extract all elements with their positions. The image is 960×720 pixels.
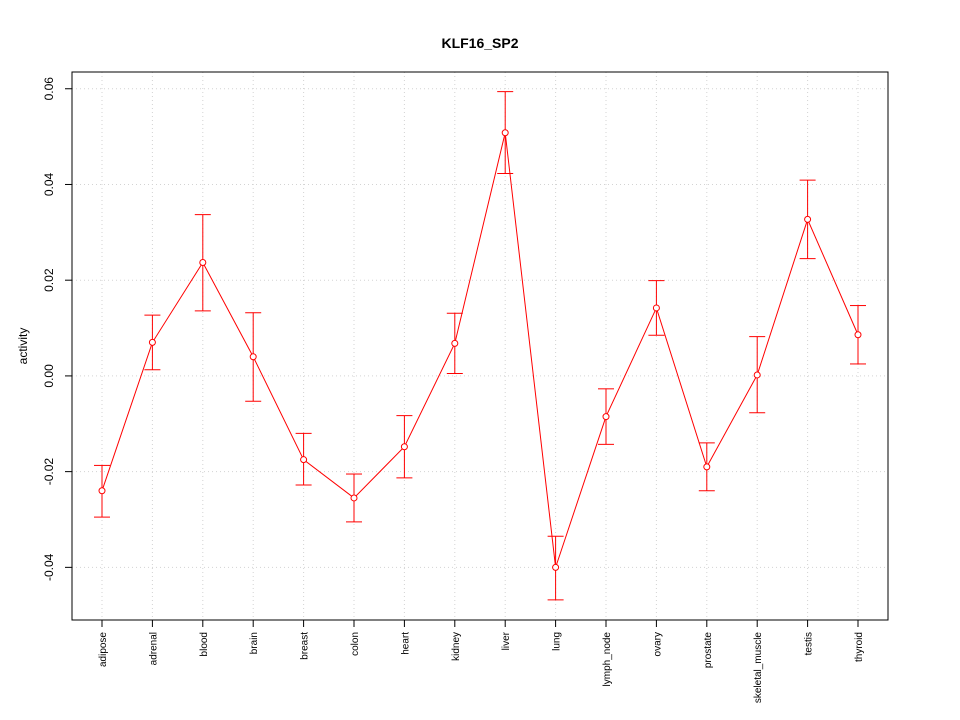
- x-tick-label: prostate: [703, 632, 714, 669]
- x-tick-label: blood: [199, 632, 210, 656]
- x-tick-label: lymph_node: [602, 632, 613, 687]
- y-tick-label: 0.00: [42, 364, 56, 388]
- data-point: [451, 339, 459, 347]
- x-tick-label: lung: [552, 632, 563, 651]
- data-point: [854, 331, 862, 339]
- x-tick-label: adrenal: [148, 632, 159, 665]
- data-point: [652, 304, 660, 312]
- series-line: [101, 132, 859, 568]
- x-tick-label: colon: [350, 632, 361, 656]
- data-point: [400, 443, 408, 451]
- x-tick-label: heart: [400, 632, 411, 655]
- y-tick-label: 0.02: [42, 268, 56, 292]
- data-point: [753, 371, 761, 379]
- y-tick-label: 0.04: [42, 172, 56, 196]
- data-point: [703, 463, 711, 471]
- y-axis-label: activity: [16, 328, 30, 365]
- data-point: [98, 487, 106, 495]
- data-point: [602, 413, 610, 421]
- x-tick-label: skeletal_muscle: [753, 632, 764, 704]
- data-point: [199, 258, 207, 266]
- chart-title: KLF16_SP2: [441, 35, 518, 51]
- x-tick-label: breast: [300, 632, 311, 660]
- data-point: [552, 563, 560, 571]
- x-tick-label: liver: [501, 631, 512, 650]
- y-tick-label: -0.02: [42, 458, 56, 486]
- y-tick-label: -0.04: [42, 553, 56, 581]
- x-tick-label: adipose: [98, 632, 109, 667]
- series: [98, 129, 862, 571]
- x-tick-label: brain: [249, 632, 260, 654]
- x-axis: adipose adrenal blood brain breast colon heart…: [98, 620, 865, 703]
- plot-frame: [71, 71, 889, 621]
- x-tick-label: ovary: [652, 632, 663, 656]
- data-point: [300, 456, 308, 464]
- x-tick-label: thyroid: [854, 632, 865, 662]
- grid: [72, 72, 888, 620]
- data-point: [501, 129, 509, 137]
- data-point: [249, 353, 257, 361]
- y-tick-label: 0.06: [42, 77, 56, 101]
- data-point: [350, 494, 358, 502]
- x-tick-label: kidney: [451, 632, 462, 661]
- x-tick-label: testis: [804, 632, 815, 655]
- data-point: [804, 215, 812, 223]
- y-axis: -0.04 -0.02 0.00 0.02 0.04 0.06: [42, 77, 72, 581]
- data-point: [148, 338, 156, 346]
